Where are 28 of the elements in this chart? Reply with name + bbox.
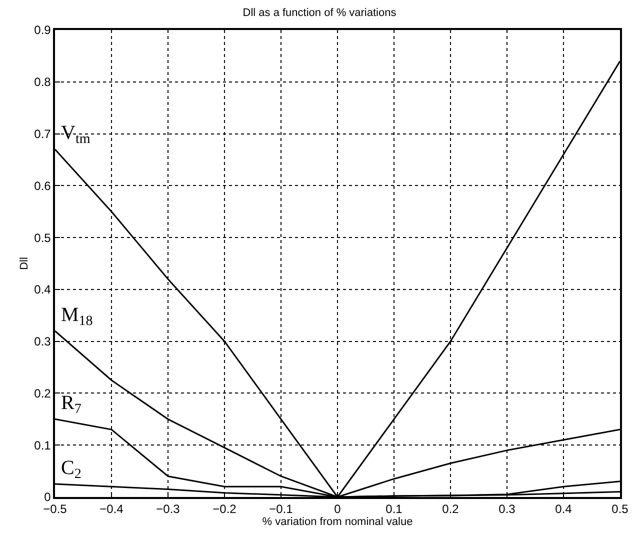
x-tick-label: 0.3 bbox=[498, 502, 516, 516]
y-axis-title: Dll bbox=[18, 257, 30, 270]
series-label: M$_{18}$ bbox=[61, 304, 93, 330]
x-tick-label: 0.2 bbox=[442, 502, 460, 516]
x-axis-title: % variation from nominal value bbox=[262, 516, 413, 528]
y-tick-label: 0.9 bbox=[34, 23, 52, 38]
chart-title: Dll as a function of % variations bbox=[242, 6, 397, 19]
x-tick-label: 0.1 bbox=[386, 502, 403, 516]
y-tick-label: 0.2 bbox=[34, 386, 52, 400]
x-tick-label: 0.5 bbox=[612, 502, 629, 516]
y-tick-label: 0.6 bbox=[34, 178, 52, 193]
y-tick-label: 0.5 bbox=[34, 230, 52, 245]
x-tick-label: −0.5 bbox=[43, 502, 68, 516]
series-label: V$_{tm}$ bbox=[61, 122, 90, 148]
y-tick-label: 0.7 bbox=[34, 126, 52, 141]
x-tick-label: −0.1 bbox=[269, 502, 294, 516]
x-tick-label: −0.2 bbox=[212, 502, 237, 516]
series-label: C$_{2}$ bbox=[61, 457, 82, 482]
y-tick-label: 0.3 bbox=[34, 334, 52, 349]
y-tick-label: 0 bbox=[44, 490, 52, 504]
x-tick-label: 0.4 bbox=[555, 502, 572, 516]
y-tick-label: 0.4 bbox=[34, 282, 52, 297]
y-tick-label: 0.1 bbox=[34, 438, 52, 452]
x-tick-label: 0 bbox=[334, 502, 342, 516]
x-tick-label: −0.4 bbox=[100, 502, 124, 516]
x-tick-label: −0.3 bbox=[156, 502, 180, 516]
y-tick-label: 0.8 bbox=[34, 75, 52, 90]
series-label: R$_{7}$ bbox=[61, 392, 82, 418]
